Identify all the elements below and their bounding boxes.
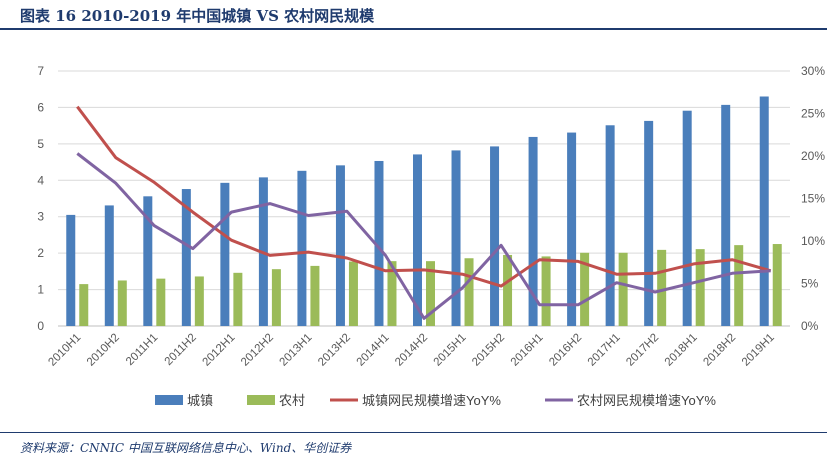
- x-tick-label: 2011H1: [124, 332, 160, 368]
- x-tick-label: 2018H2: [701, 332, 738, 369]
- bar-urban: [682, 110, 692, 326]
- bar-rural: [734, 245, 744, 326]
- y-left-tick-label: 3: [37, 210, 44, 224]
- bar-urban: [181, 189, 191, 326]
- x-tick-label: 2013H2: [316, 332, 353, 369]
- legend-urban-yoy-label: 城镇网民规模增速YoY%: [362, 393, 501, 408]
- x-tick-label: 2010H2: [85, 332, 122, 369]
- x-tick-label: 2015H1: [432, 332, 469, 369]
- y-right-tick-label: 15%: [801, 192, 825, 206]
- bar-rural: [426, 261, 435, 326]
- bar-urban: [605, 125, 615, 327]
- bar-urban: [528, 136, 538, 326]
- bar-urban: [413, 154, 422, 326]
- x-tick-label: 2016H1: [509, 332, 546, 369]
- source-note: 资料来源：CNNIC 中国互联网络信息中心、Wind、华创证券: [20, 441, 352, 455]
- bar-rural: [310, 265, 320, 326]
- y-left-tick-label: 5: [37, 137, 44, 151]
- x-tick-label: 2016H2: [547, 332, 584, 369]
- bar-rural: [580, 252, 590, 326]
- y-left-tick-label: 7: [37, 64, 44, 78]
- y-right-tick-label: 30%: [801, 64, 825, 78]
- y-right-tick-label: 20%: [801, 149, 825, 163]
- x-tick-label: 2018H1: [663, 332, 700, 369]
- bar-rural: [541, 256, 551, 326]
- bar-urban: [721, 104, 731, 326]
- y-right-tick-label: 5%: [801, 277, 819, 291]
- bar-rural: [194, 276, 204, 326]
- bar-rural: [156, 278, 166, 326]
- y-right-tick-label: 0%: [801, 319, 819, 333]
- bar-rural: [117, 280, 127, 326]
- bar-urban: [374, 160, 384, 326]
- bar-urban: [297, 170, 307, 326]
- bar-rural: [233, 272, 243, 326]
- bar-rural: [695, 249, 705, 326]
- bar-urban: [567, 132, 577, 326]
- y-right-tick-label: 10%: [801, 234, 825, 248]
- bar-rural: [387, 261, 397, 326]
- bar-urban: [335, 165, 345, 326]
- y-left-tick-label: 0: [37, 319, 44, 333]
- bar-urban: [66, 214, 76, 326]
- x-tick-label: 2014H1: [355, 332, 392, 369]
- y-left-tick-label: 6: [37, 100, 44, 114]
- x-tick-label: 2012H1: [201, 332, 238, 369]
- bar-urban: [104, 205, 114, 326]
- bar-urban: [759, 96, 769, 326]
- line-series-urban-yoy: [76, 105, 772, 288]
- x-tick-label: 2017H2: [624, 332, 661, 369]
- legend-urban-label: 城镇: [187, 393, 213, 408]
- bar-urban: [490, 146, 500, 326]
- bar-urban: [220, 182, 230, 326]
- bar-rural: [657, 249, 667, 326]
- bar-rural: [618, 252, 628, 326]
- x-tick-label: 2011H2: [163, 332, 199, 368]
- y-left-tick-label: 2: [37, 246, 44, 260]
- legend-rural-yoy-label: 农村网民规模增速YoY%: [577, 393, 716, 408]
- x-tick-label: 2012H2: [239, 332, 276, 369]
- figure-footer: 资料来源：CNNIC 中国互联网络信息中心、Wind、华创证券: [0, 432, 827, 463]
- x-tick-label: 2015H2: [470, 332, 507, 369]
- bar-rural: [79, 284, 89, 326]
- legend-urban-swatch: [155, 395, 183, 405]
- x-tick-label: 2019H1: [740, 332, 777, 369]
- figure-title: 图表 16 2010-2019 年中国城镇 VS 农村网民规模: [20, 7, 375, 25]
- bar-urban: [143, 196, 153, 326]
- x-tick-label: 2014H2: [393, 332, 430, 369]
- bar-rural: [271, 269, 281, 326]
- bar-rural: [348, 261, 358, 326]
- y-right-tick-label: 25%: [801, 107, 825, 121]
- x-tick-label: 2013H1: [278, 332, 315, 369]
- bar-rural: [772, 244, 782, 326]
- legend-rural-label: 农村: [279, 393, 305, 408]
- legend-rural-swatch: [247, 395, 275, 405]
- y-left-tick-label: 4: [37, 173, 44, 187]
- bar-urban: [644, 120, 654, 327]
- x-tick-label: 2010H1: [46, 332, 83, 369]
- line-series-rural-yoy: [76, 152, 771, 320]
- figure-header: 图表 16 2010-2019 年中国城镇 VS 农村网民规模: [0, 0, 827, 30]
- bar-rural: [503, 254, 513, 326]
- x-tick-label: 2017H1: [586, 332, 623, 369]
- bar-urban: [451, 150, 461, 326]
- y-left-tick-label: 1: [37, 283, 44, 297]
- bar-rural: [464, 258, 474, 326]
